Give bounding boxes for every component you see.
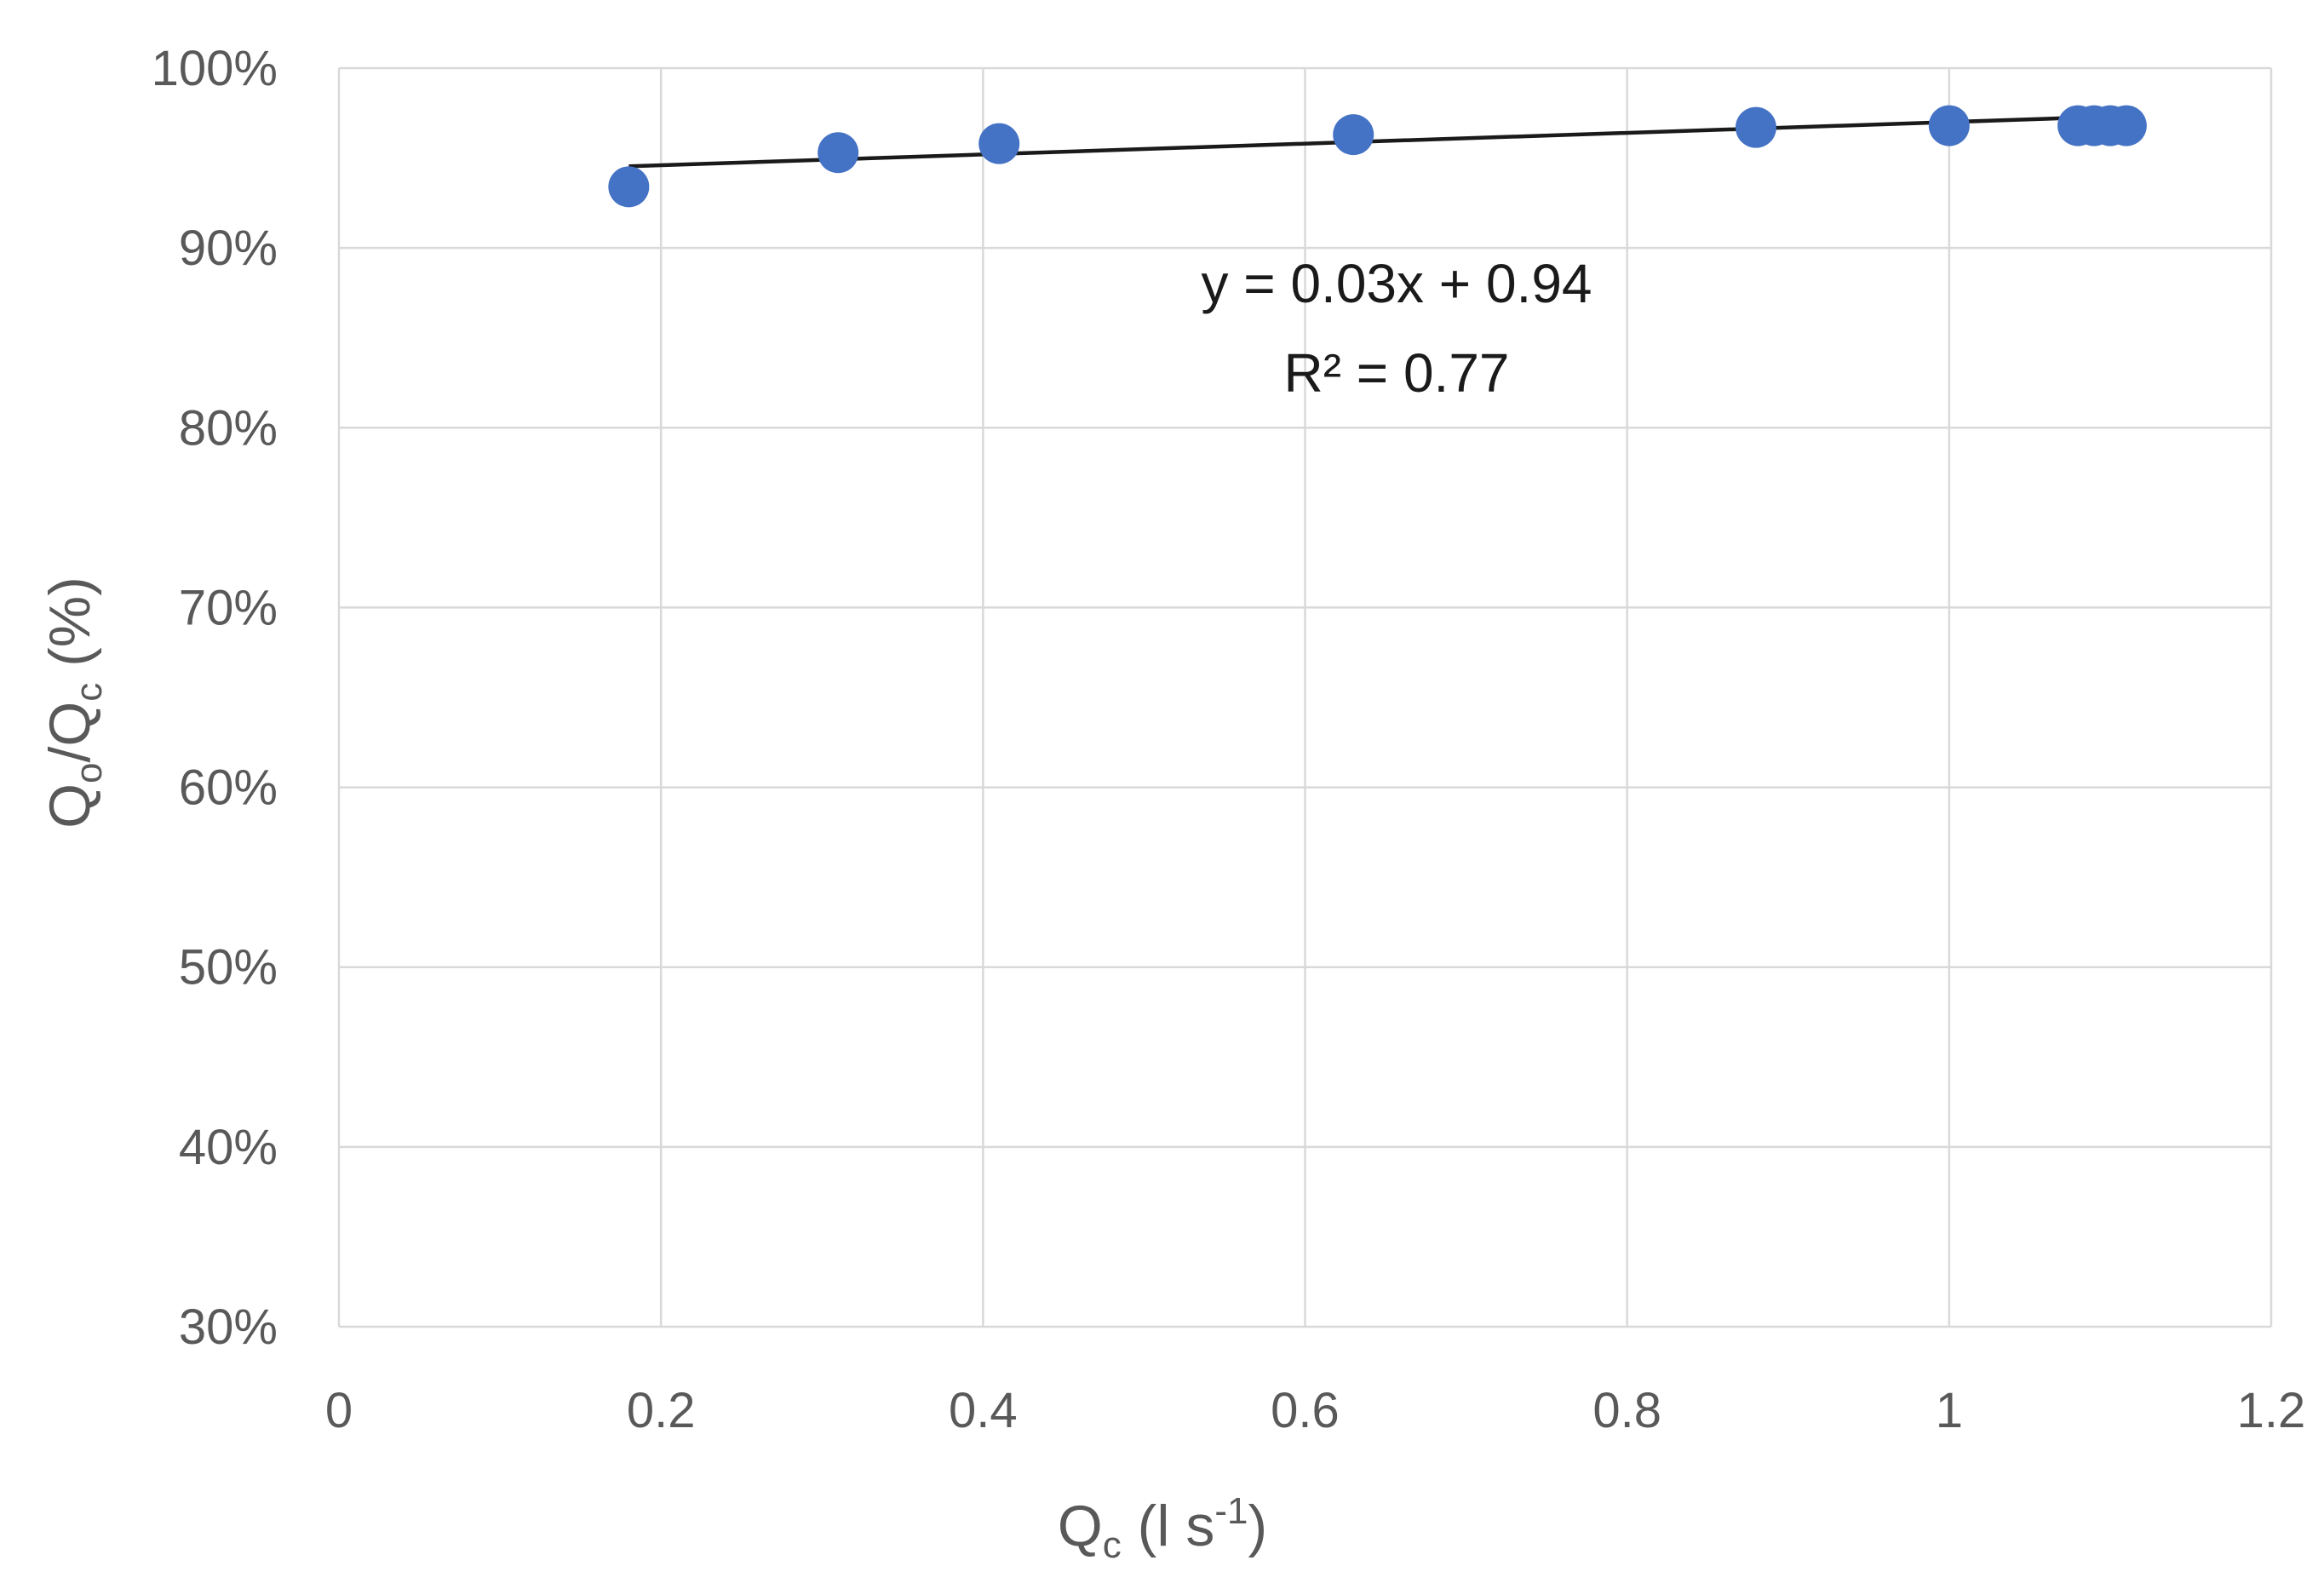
y-tick-label: 80%: [179, 400, 278, 456]
y-axis-title: Qo/Qc (%): [37, 577, 110, 829]
x-tick-label: 0.4: [949, 1383, 1018, 1438]
x-tick-label: 1.2: [2237, 1383, 2306, 1438]
x-tick-label: 0.8: [1592, 1383, 1661, 1438]
y-tick-label: 50%: [179, 940, 278, 995]
y-tick-label: 90%: [179, 221, 278, 276]
y-tick-label: 30%: [179, 1299, 278, 1355]
data-point: [978, 123, 1020, 164]
data-points: [608, 105, 2147, 208]
x-tick-label: 1: [1936, 1383, 1963, 1438]
y-tick-label: 70%: [179, 580, 278, 635]
y-tick-labels: 30% 40% 50% 60% 70% 80% 90% 100%: [152, 41, 278, 1355]
data-point: [1928, 105, 1970, 146]
grid-layer: [337, 66, 2273, 1328]
trendline: [628, 114, 2126, 169]
y-tick-label: 40%: [179, 1120, 278, 1175]
data-point: [2105, 105, 2147, 146]
trendline-equation: y = 0.03x + 0.94: [1202, 253, 1592, 314]
x-axis-title: Qc (l s-1): [1058, 1490, 1267, 1566]
x-tick-label: 0.6: [1271, 1383, 1340, 1438]
r-squared-label: R² = 0.77: [1283, 342, 1509, 404]
data-point: [1333, 114, 1374, 156]
y-tick-label: 100%: [152, 41, 278, 96]
data-point: [1735, 106, 1776, 148]
y-tick-label: 60%: [179, 760, 278, 816]
x-tick-label: 0.2: [627, 1383, 696, 1438]
trendline-layer: [628, 114, 2126, 169]
data-point: [608, 166, 650, 208]
data-point: [818, 132, 859, 174]
x-tick-labels: 0 0.2 0.4 0.6 0.8 1 1.2: [325, 1383, 2305, 1438]
x-tick-label: 0: [325, 1383, 353, 1438]
